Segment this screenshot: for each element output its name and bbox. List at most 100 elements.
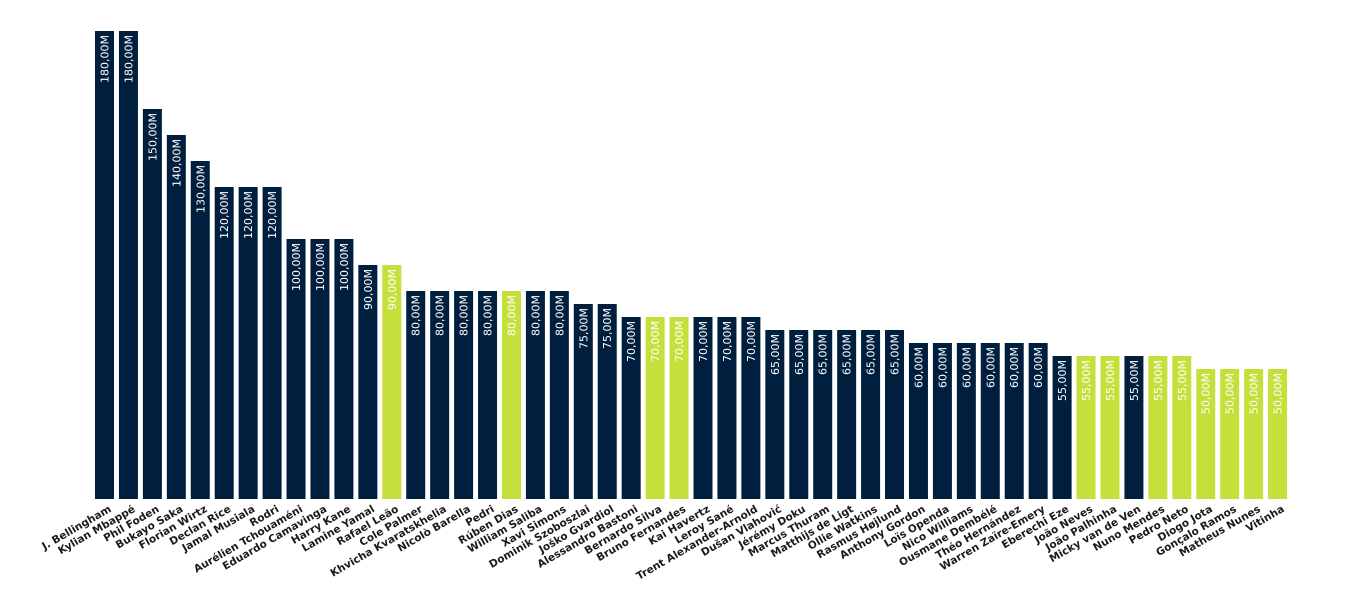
- bar-46[interactable]: [1172, 356, 1192, 499]
- bar-9[interactable]: [286, 239, 306, 499]
- bar-value-label-17: 80,00M: [482, 295, 495, 336]
- bar-16[interactable]: [454, 291, 474, 499]
- bar-value-label-9: 100,00M: [290, 243, 303, 291]
- bar-value-label-47: 50,00M: [1200, 373, 1213, 414]
- bar-37[interactable]: [956, 343, 976, 499]
- bar-48[interactable]: [1220, 369, 1240, 499]
- bar-1[interactable]: [95, 31, 114, 499]
- bar-13[interactable]: [382, 265, 402, 499]
- bar-38[interactable]: [980, 343, 1000, 499]
- bar-40[interactable]: [1028, 343, 1048, 499]
- bar-23[interactable]: [621, 317, 641, 499]
- value-labels-layer: 180,00M 180,00M 150,00M 140,00M 130,00M 120,0…: [99, 35, 1285, 414]
- bar-value-label-40: 60,00M: [1032, 347, 1045, 388]
- bar-19[interactable]: [525, 291, 545, 499]
- bar-17[interactable]: [478, 291, 498, 499]
- bar-26[interactable]: [693, 317, 713, 499]
- bar-value-label-41: 55,00M: [1056, 360, 1069, 401]
- bar-value-label-24: 70,00M: [649, 321, 662, 362]
- bar-43[interactable]: [1100, 356, 1120, 499]
- bar-30[interactable]: [789, 330, 809, 499]
- bar-4[interactable]: [166, 135, 186, 499]
- bar-41[interactable]: [1052, 356, 1072, 499]
- bar-value-label-18: 80,00M: [505, 295, 518, 336]
- bar-12[interactable]: [358, 265, 378, 499]
- bar-8[interactable]: [262, 187, 282, 499]
- bar-value-label-5: 130,00M: [194, 165, 207, 213]
- bar-value-label-26: 70,00M: [697, 321, 710, 362]
- bar-47[interactable]: [1196, 369, 1216, 499]
- bar-27[interactable]: [717, 317, 737, 499]
- bar-28[interactable]: [741, 317, 761, 499]
- bar-value-label-4: 140,00M: [170, 139, 183, 187]
- bar-35[interactable]: [908, 343, 928, 499]
- bar-value-label-2: 180,00M: [122, 35, 135, 83]
- bar-value-label-6: 120,00M: [218, 191, 231, 239]
- bar-2[interactable]: [118, 31, 138, 499]
- bar-value-label-1: 180,00M: [99, 35, 112, 83]
- bar-value-label-44: 55,00M: [1128, 360, 1141, 401]
- bar-49[interactable]: [1244, 369, 1264, 499]
- bar-value-label-27: 70,00M: [721, 321, 734, 362]
- bar-18[interactable]: [501, 291, 521, 499]
- bar-value-label-48: 50,00M: [1224, 373, 1237, 414]
- bar-11[interactable]: [334, 239, 354, 499]
- bar-value-label-39: 60,00M: [1008, 347, 1021, 388]
- bar-7[interactable]: [238, 187, 258, 499]
- bar-31[interactable]: [813, 330, 833, 499]
- bar-33[interactable]: [861, 330, 881, 499]
- bar-value-label-13: 90,00M: [386, 269, 399, 310]
- bar-22[interactable]: [597, 304, 617, 499]
- bar-value-label-42: 55,00M: [1080, 360, 1093, 401]
- bar-20[interactable]: [549, 291, 569, 499]
- bar-value-label-49: 50,00M: [1248, 373, 1261, 414]
- bar-value-label-8: 120,00M: [266, 191, 279, 239]
- bar-value-label-14: 80,00M: [410, 295, 423, 336]
- bar-21[interactable]: [573, 304, 593, 499]
- bar-15[interactable]: [430, 291, 450, 499]
- bar-value-label-3: 150,00M: [146, 113, 159, 161]
- bar-value-label-29: 65,00M: [769, 334, 782, 375]
- bar-10[interactable]: [310, 239, 330, 499]
- bar-36[interactable]: [932, 343, 952, 499]
- bar-value-label-7: 120,00M: [242, 191, 255, 239]
- bar-39[interactable]: [1004, 343, 1024, 499]
- bar-34[interactable]: [885, 330, 905, 499]
- bar-value-label-21: 75,00M: [577, 308, 590, 349]
- bar-value-label-37: 60,00M: [960, 347, 973, 388]
- bar-45[interactable]: [1148, 356, 1168, 499]
- bar-6[interactable]: [214, 187, 234, 499]
- bar-3[interactable]: [142, 109, 162, 499]
- bar-value-label-16: 80,00M: [458, 295, 471, 336]
- bar-value-label-25: 70,00M: [673, 321, 686, 362]
- bar-25[interactable]: [669, 317, 689, 499]
- bar-42[interactable]: [1076, 356, 1096, 499]
- bar-value-label-32: 65,00M: [841, 334, 854, 375]
- bar-5[interactable]: [190, 161, 210, 499]
- bar-value-label-11: 100,00M: [338, 243, 351, 291]
- bar-value-label-23: 70,00M: [625, 321, 638, 362]
- bar-50[interactable]: [1268, 369, 1288, 499]
- bar-44[interactable]: [1124, 356, 1144, 499]
- bar-value-label-28: 70,00M: [745, 321, 758, 362]
- bar-value-label-46: 55,00M: [1176, 360, 1189, 401]
- bars-layer: [95, 31, 1288, 499]
- bar-value-label-38: 60,00M: [984, 347, 997, 388]
- bar-value-label-45: 55,00M: [1152, 360, 1165, 401]
- bar-value-label-33: 65,00M: [865, 334, 878, 375]
- bar-value-label-10: 100,00M: [314, 243, 327, 291]
- bar-value-label-36: 60,00M: [936, 347, 949, 388]
- bar-value-label-22: 75,00M: [601, 308, 614, 349]
- bar-24[interactable]: [645, 317, 665, 499]
- bar-value-label-19: 80,00M: [529, 295, 542, 336]
- bar-value-label-31: 65,00M: [817, 334, 830, 375]
- bar-29[interactable]: [765, 330, 785, 499]
- bar-14[interactable]: [406, 291, 426, 499]
- bar-value-label-50: 50,00M: [1272, 373, 1285, 414]
- bar-value-label-12: 90,00M: [362, 269, 375, 310]
- bar-value-label-34: 65,00M: [889, 334, 902, 375]
- bar-32[interactable]: [837, 330, 857, 499]
